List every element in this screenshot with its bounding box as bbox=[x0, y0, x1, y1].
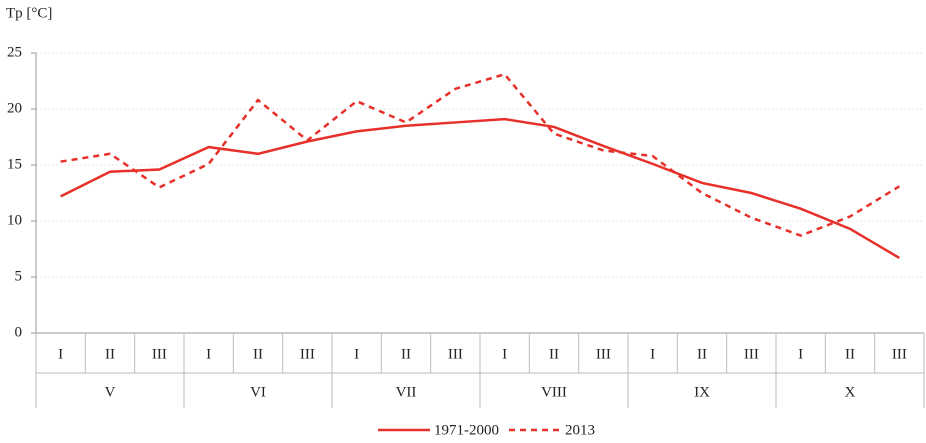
y-tick-label: 5 bbox=[15, 268, 23, 284]
x-tick-label: II bbox=[401, 346, 411, 362]
x-tick-label: II bbox=[697, 346, 707, 362]
x-tick-label: I bbox=[650, 346, 655, 362]
x-group-label: V bbox=[105, 384, 116, 400]
x-tick-label: III bbox=[300, 346, 315, 362]
y-tick-label: 10 bbox=[7, 212, 22, 228]
x-tick-label: III bbox=[152, 346, 167, 362]
x-tick-label: I bbox=[798, 346, 803, 362]
x-tick-label: I bbox=[206, 346, 211, 362]
series-line bbox=[60, 72, 900, 237]
y-tick-label: 15 bbox=[7, 156, 22, 172]
x-tick-label: III bbox=[596, 346, 611, 362]
x-tick-label: II bbox=[549, 346, 559, 362]
x-group-label: VI bbox=[250, 384, 266, 400]
x-group-label: VIII bbox=[541, 384, 567, 400]
x-group-label: VII bbox=[396, 384, 417, 400]
series-line bbox=[60, 117, 900, 260]
x-tick-label: I bbox=[58, 346, 63, 362]
x-group-label: X bbox=[845, 384, 856, 400]
x-tick-label: I bbox=[354, 346, 359, 362]
legend-label: 2013 bbox=[565, 422, 595, 438]
x-group-label: IX bbox=[694, 384, 710, 400]
y-tick-label: 25 bbox=[7, 44, 22, 60]
x-tick-label: I bbox=[502, 346, 507, 362]
x-tick-label: II bbox=[845, 346, 855, 362]
x-tick-label: III bbox=[892, 346, 907, 362]
y-axis-label: Tp [°C] bbox=[6, 5, 52, 21]
y-tick-label: 0 bbox=[15, 324, 23, 340]
x-tick-label: II bbox=[105, 346, 115, 362]
legend-label: 1971-2000 bbox=[434, 422, 499, 438]
y-tick-label: 20 bbox=[7, 100, 22, 116]
x-tick-label: III bbox=[744, 346, 759, 362]
x-tick-label: II bbox=[253, 346, 263, 362]
x-tick-label: III bbox=[448, 346, 463, 362]
